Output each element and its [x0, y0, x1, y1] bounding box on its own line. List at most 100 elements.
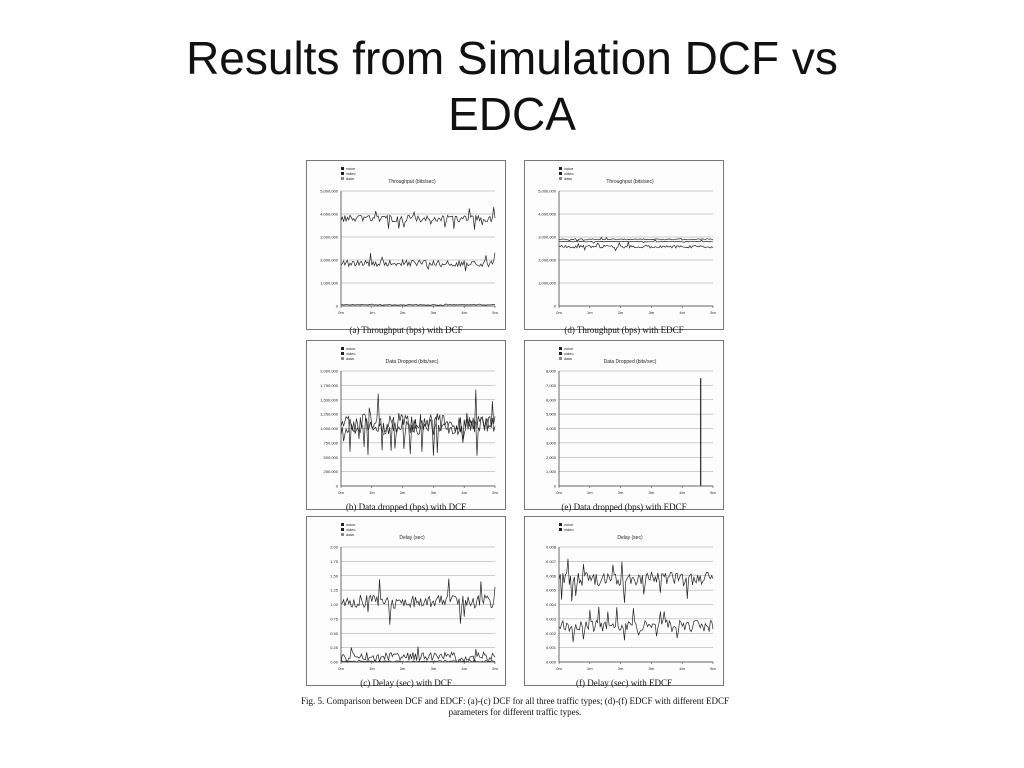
legend-swatch-voice [559, 523, 562, 526]
chart-title: Delay (sec) [617, 535, 643, 541]
legend-label-voice: voice [564, 346, 574, 351]
legend-label-video: video [346, 351, 356, 356]
y-tick-label: 2,000,000 [320, 369, 339, 374]
x-tick-label: 4m [679, 310, 685, 315]
y-tick-label: 4,000,000 [320, 212, 339, 217]
x-tick-label: 2m [400, 310, 406, 315]
series-line-data [558, 239, 713, 244]
y-tick-label: 0.001 [546, 645, 557, 650]
x-tick-label: 1m [587, 490, 593, 495]
legend-label-data: data [564, 176, 573, 181]
x-tick-label: 0m [338, 490, 344, 495]
series-line-video [340, 393, 496, 456]
x-tick-label: 1m [369, 666, 375, 671]
legend-swatch-data [341, 177, 344, 180]
legend-swatch-video [559, 352, 562, 355]
x-tick-label: 0m [556, 310, 562, 315]
y-tick-label: 3,000,000 [320, 235, 339, 240]
legend-swatch-voice [341, 347, 344, 350]
chart-caption-d: (d) Throughput (bps) with EDCF [564, 325, 684, 335]
y-tick-label: 6,000 [546, 397, 557, 402]
x-tick-label: 2m [400, 490, 406, 495]
legend-swatch-video [341, 352, 344, 355]
y-tick-label: 0 [336, 484, 339, 489]
y-tick-label: 0.000 [546, 660, 557, 665]
legend-label-video: video [564, 351, 574, 356]
x-tick-label: 3m [431, 490, 437, 495]
chart-panel-f: Delay (sec) voice video 0.000 0.001 0.002 0.00… [524, 516, 724, 686]
slide-title: Results from Simulation DCF vs EDCA [0, 30, 1024, 142]
legend-label-data: data [346, 532, 355, 537]
y-tick-label: 0.007 [546, 559, 557, 564]
y-tick-label: 0.75 [330, 616, 339, 621]
y-tick-label: 3,000,000 [538, 235, 557, 240]
x-tick-label: 5m [492, 666, 498, 671]
y-tick-label: 7,000 [546, 383, 557, 388]
slide-title-line-1: Results from Simulation DCF vs [186, 32, 838, 84]
y-tick-label: 1,000,000 [320, 426, 339, 431]
legend-label-voice: voice [346, 166, 356, 171]
series-line-video [558, 241, 714, 252]
series-line-data [340, 658, 496, 663]
y-tick-label: 0.50 [330, 631, 339, 636]
chart-panel-c: Delay (sec) voice video data 0.00 0.25 0.50 0.7… [306, 516, 506, 686]
y-tick-label: 1,750,000 [320, 383, 339, 388]
legend-swatch-video [559, 172, 562, 175]
series-line-video [558, 606, 714, 642]
legend-label-video: video [346, 527, 356, 532]
y-tick-label: 0 [336, 304, 339, 309]
y-tick-label: 1,000 [546, 469, 557, 474]
series-line-video [340, 646, 496, 663]
series-line-voice [558, 558, 714, 603]
legend-label-video: video [346, 171, 356, 176]
y-tick-label: 2,000,000 [538, 258, 557, 263]
y-tick-label: 1.25 [330, 588, 339, 593]
chart-caption-c: (c) Delay (sec) with DCF [360, 678, 452, 688]
legend-label-video: video [564, 527, 574, 532]
x-tick-label: 5m [492, 490, 498, 495]
series-line-voice [558, 236, 714, 242]
chart-caption-e: (e) Data dropped (bps) with EDCF [561, 502, 687, 512]
y-tick-label: 2,000,000 [320, 258, 339, 263]
y-tick-label: 0.002 [546, 631, 557, 636]
legend-label-data: data [564, 356, 573, 361]
chart-panel-d: Throughput (bits/sec) voice video data 0 1,00… [524, 160, 724, 330]
y-tick-label: 1,000,000 [320, 281, 339, 286]
series-line-voice [340, 389, 496, 456]
legend-swatch-data [341, 533, 344, 536]
legend-swatch-voice [341, 167, 344, 170]
y-tick-label: 5,000,000 [538, 189, 557, 194]
x-tick-label: 3m [431, 666, 437, 671]
chart-caption-b: (b) Data dropped (bps) with DCF [345, 502, 467, 512]
legend-swatch-data [559, 357, 562, 360]
x-tick-label: 2m [618, 310, 624, 315]
x-tick-label: 0m [556, 666, 562, 671]
y-tick-label: 0 [554, 484, 557, 489]
chart-caption-a: (a) Throughput (bps) with DCF [349, 325, 463, 335]
x-tick-label: 0m [556, 490, 562, 495]
legend-label-voice: voice [346, 522, 356, 527]
legend-label-voice: voice [346, 346, 356, 351]
y-tick-label: 4,000 [546, 426, 557, 431]
x-tick-label: 4m [461, 666, 467, 671]
chart-panel-b: Data Dropped (bits/sec) voice video data 0 25… [306, 340, 506, 510]
chart-title: Throughput (bits/sec) [388, 179, 436, 185]
x-tick-label: 5m [710, 310, 716, 315]
x-tick-label: 1m [369, 490, 375, 495]
x-tick-label: 1m [587, 666, 593, 671]
y-tick-label: 1.00 [330, 602, 339, 607]
y-tick-label: 0 [554, 304, 557, 309]
y-tick-label: 0.003 [546, 616, 557, 621]
x-tick-label: 4m [679, 666, 685, 671]
y-tick-label: 250,000 [324, 469, 339, 474]
legend-swatch-voice [559, 347, 562, 350]
x-tick-label: 4m [679, 490, 685, 495]
y-tick-label: 0.008 [546, 545, 557, 550]
y-tick-label: 2,000 [546, 455, 557, 460]
legend-swatch-data [559, 177, 562, 180]
x-tick-label: 3m [431, 310, 437, 315]
series-line-voice [340, 207, 496, 230]
